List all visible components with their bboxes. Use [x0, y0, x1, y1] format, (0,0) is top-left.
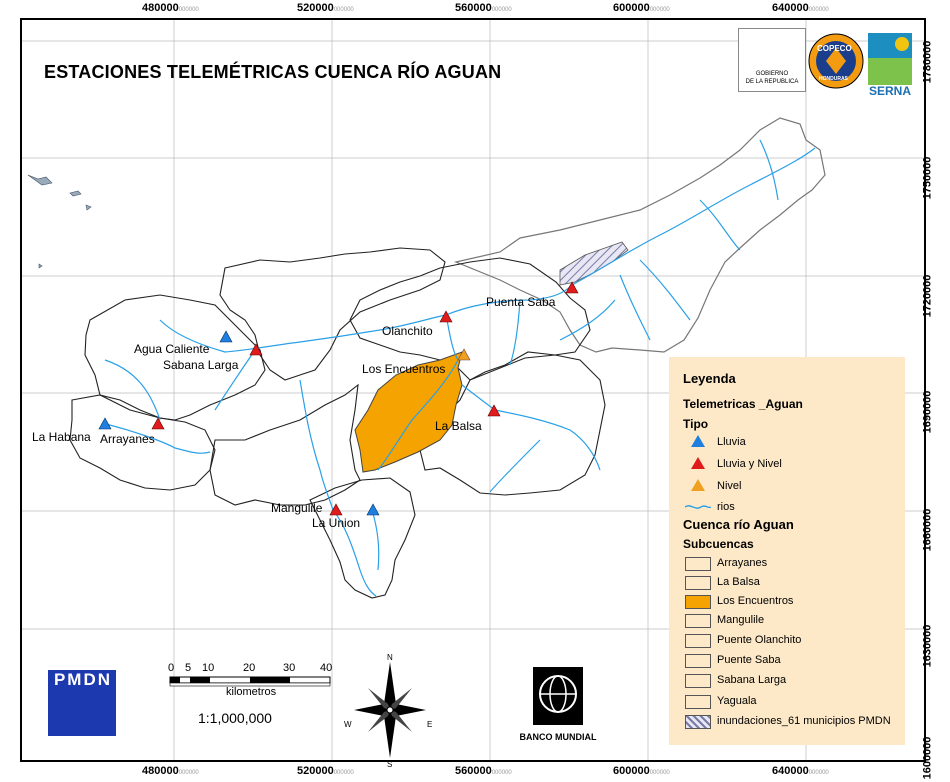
coord-x-bottom-480000: 480000000000	[142, 765, 199, 777]
marker-la-balsa	[487, 404, 501, 417]
gobierno-line2: DE LA REPUBLICA	[745, 79, 799, 85]
north-label-e: E	[427, 720, 433, 729]
scale-tick-5: 5	[185, 662, 192, 674]
label-agua-caliente: Agua Caliente	[134, 342, 210, 356]
scale-bar	[169, 676, 331, 687]
marker-sabana-larga	[249, 343, 263, 356]
map-frame	[20, 18, 926, 762]
coord-x-top-640000: 640000000000	[772, 2, 829, 14]
legend-label-lluvia: Lluvia	[717, 436, 746, 448]
north-label-n: N	[387, 653, 393, 662]
legend-cuenca: Cuenca río Aguan	[683, 517, 794, 532]
scale-tick-10: 10	[202, 662, 215, 674]
gobierno-line1: GOBIERNO	[755, 71, 789, 77]
north-arrow	[354, 662, 426, 758]
legend-box-yaguala	[685, 695, 711, 709]
legend-item-la-balsa: La Balsa	[717, 576, 760, 588]
gobierno-logo: GOBIERNO DE LA REPUBLICA	[738, 28, 806, 92]
legend-symbol-nivel	[691, 479, 705, 491]
legend-item-sabana-larga: Sabana Larga	[717, 674, 787, 686]
legend-symbol-rios	[685, 505, 711, 509]
label-olanchito: Olanchito	[382, 324, 433, 338]
logo-graphics	[48, 33, 912, 736]
scale-unit: kilometros	[226, 686, 277, 698]
legend-box-la-balsa	[685, 576, 711, 590]
legend-item-puente-olanchito: Puente Olanchito	[717, 634, 802, 646]
legend-item-los-encuentros: Los Encuentros	[717, 595, 794, 607]
legend-item-arrayanes: Arrayanes	[717, 557, 768, 569]
legend-box-los-encuentros	[685, 595, 711, 609]
marker-olanchito	[439, 310, 453, 323]
islands	[27, 174, 92, 269]
map-title: ESTACIONES TELEMÉTRICAS CUENCA RÍO AGUAN	[44, 62, 502, 82]
rivers	[101, 139, 816, 597]
scale-tick-20: 20	[243, 662, 256, 674]
legend-item-mangulile: Mangulile	[717, 614, 765, 626]
scale-tick-30: 30	[283, 662, 296, 674]
legend-box-sabana-larga	[685, 674, 711, 688]
label-los-encuentros: Los Encuentros	[362, 362, 446, 376]
label-sabana-larga: Sabana Larga	[163, 358, 239, 372]
serna-logo-text: SERNA	[868, 84, 911, 98]
marker-puenta-saba	[565, 281, 579, 294]
legend-item-inundaciones: inundaciones_61 municipios PMDN	[717, 715, 891, 727]
legend-label-rios: rios	[717, 501, 735, 513]
label-la-union: La Union	[312, 516, 361, 530]
coord-x-top-520000: 520000000000	[297, 2, 354, 14]
legend-symbol-lluvia	[691, 435, 705, 447]
legend-box-puente-olanchito	[685, 634, 711, 648]
label-arrayanes: Arrayanes	[100, 432, 155, 446]
basin-yaguala	[454, 117, 826, 353]
north-label-s: S	[387, 760, 393, 769]
scale-tick-40: 40	[320, 662, 333, 674]
legend-label-nivel: Nivel	[717, 480, 742, 492]
coord-x-bottom-560000: 560000000000	[455, 765, 512, 777]
label-mangulile: Mangulile	[271, 501, 323, 515]
marker-los-encuentros	[457, 348, 471, 361]
legend-box-arrayanes	[685, 557, 711, 571]
legend-label-lluvia-nivel: Lluvia y Nivel	[717, 458, 782, 470]
coord-x-top-560000: 560000000000	[455, 2, 512, 14]
legend-title: Leyenda	[683, 371, 736, 386]
copeco-logo-sub: HONDURAS	[819, 76, 848, 82]
legend-tipo: Tipo	[683, 417, 709, 431]
label-la-habana: La Habana	[32, 430, 91, 444]
legend-box-mangulile	[685, 614, 711, 628]
scale-ratio: 1:1,000,000	[198, 710, 272, 726]
station-markers	[98, 281, 579, 516]
label-la-balsa: La Balsa	[435, 419, 482, 433]
coord-x-bottom-600000: 600000000000	[613, 765, 670, 777]
copeco-logo-text: COPECO	[817, 44, 852, 53]
legend-panel: Leyenda Telemetricas _Aguan Tipo Lluvia …	[669, 357, 905, 745]
flood-area	[559, 241, 629, 286]
coord-x-top-480000: 480000000000	[142, 2, 199, 14]
pmdn-logo-text: PMDN	[53, 670, 113, 689]
legend-item-puente-saba: Puente Saba	[717, 654, 781, 666]
legend-item-yaguala: Yaguala	[717, 695, 757, 707]
coord-x-bottom-640000: 640000000000	[772, 765, 829, 777]
legend-layer-title: Telemetricas _Aguan	[683, 397, 803, 411]
legend-box-inundaciones	[685, 715, 711, 729]
legend-subcuencas: Subcuencas	[683, 537, 754, 551]
basin-los-encuentros	[354, 351, 463, 473]
marker-mangulile	[329, 503, 343, 516]
legend-symbol-lluvia-nivel	[691, 457, 705, 469]
coord-x-bottom-520000: 520000000000	[297, 765, 354, 777]
marker-arrayanes	[151, 417, 165, 430]
north-label-w: W	[344, 720, 352, 729]
coord-x-top-600000: 600000000000	[613, 2, 670, 14]
marker-la-union	[366, 503, 380, 516]
label-puenta-saba: Puenta Saba	[486, 295, 556, 309]
banco-mundial-label: BANCO MUNDIAL	[519, 732, 597, 742]
marker-agua-caliente	[219, 330, 233, 343]
scale-tick-0: 0	[168, 662, 175, 674]
subbasins	[69, 247, 606, 599]
legend-box-puente-saba	[685, 654, 711, 668]
marker-la-habana	[98, 417, 112, 430]
